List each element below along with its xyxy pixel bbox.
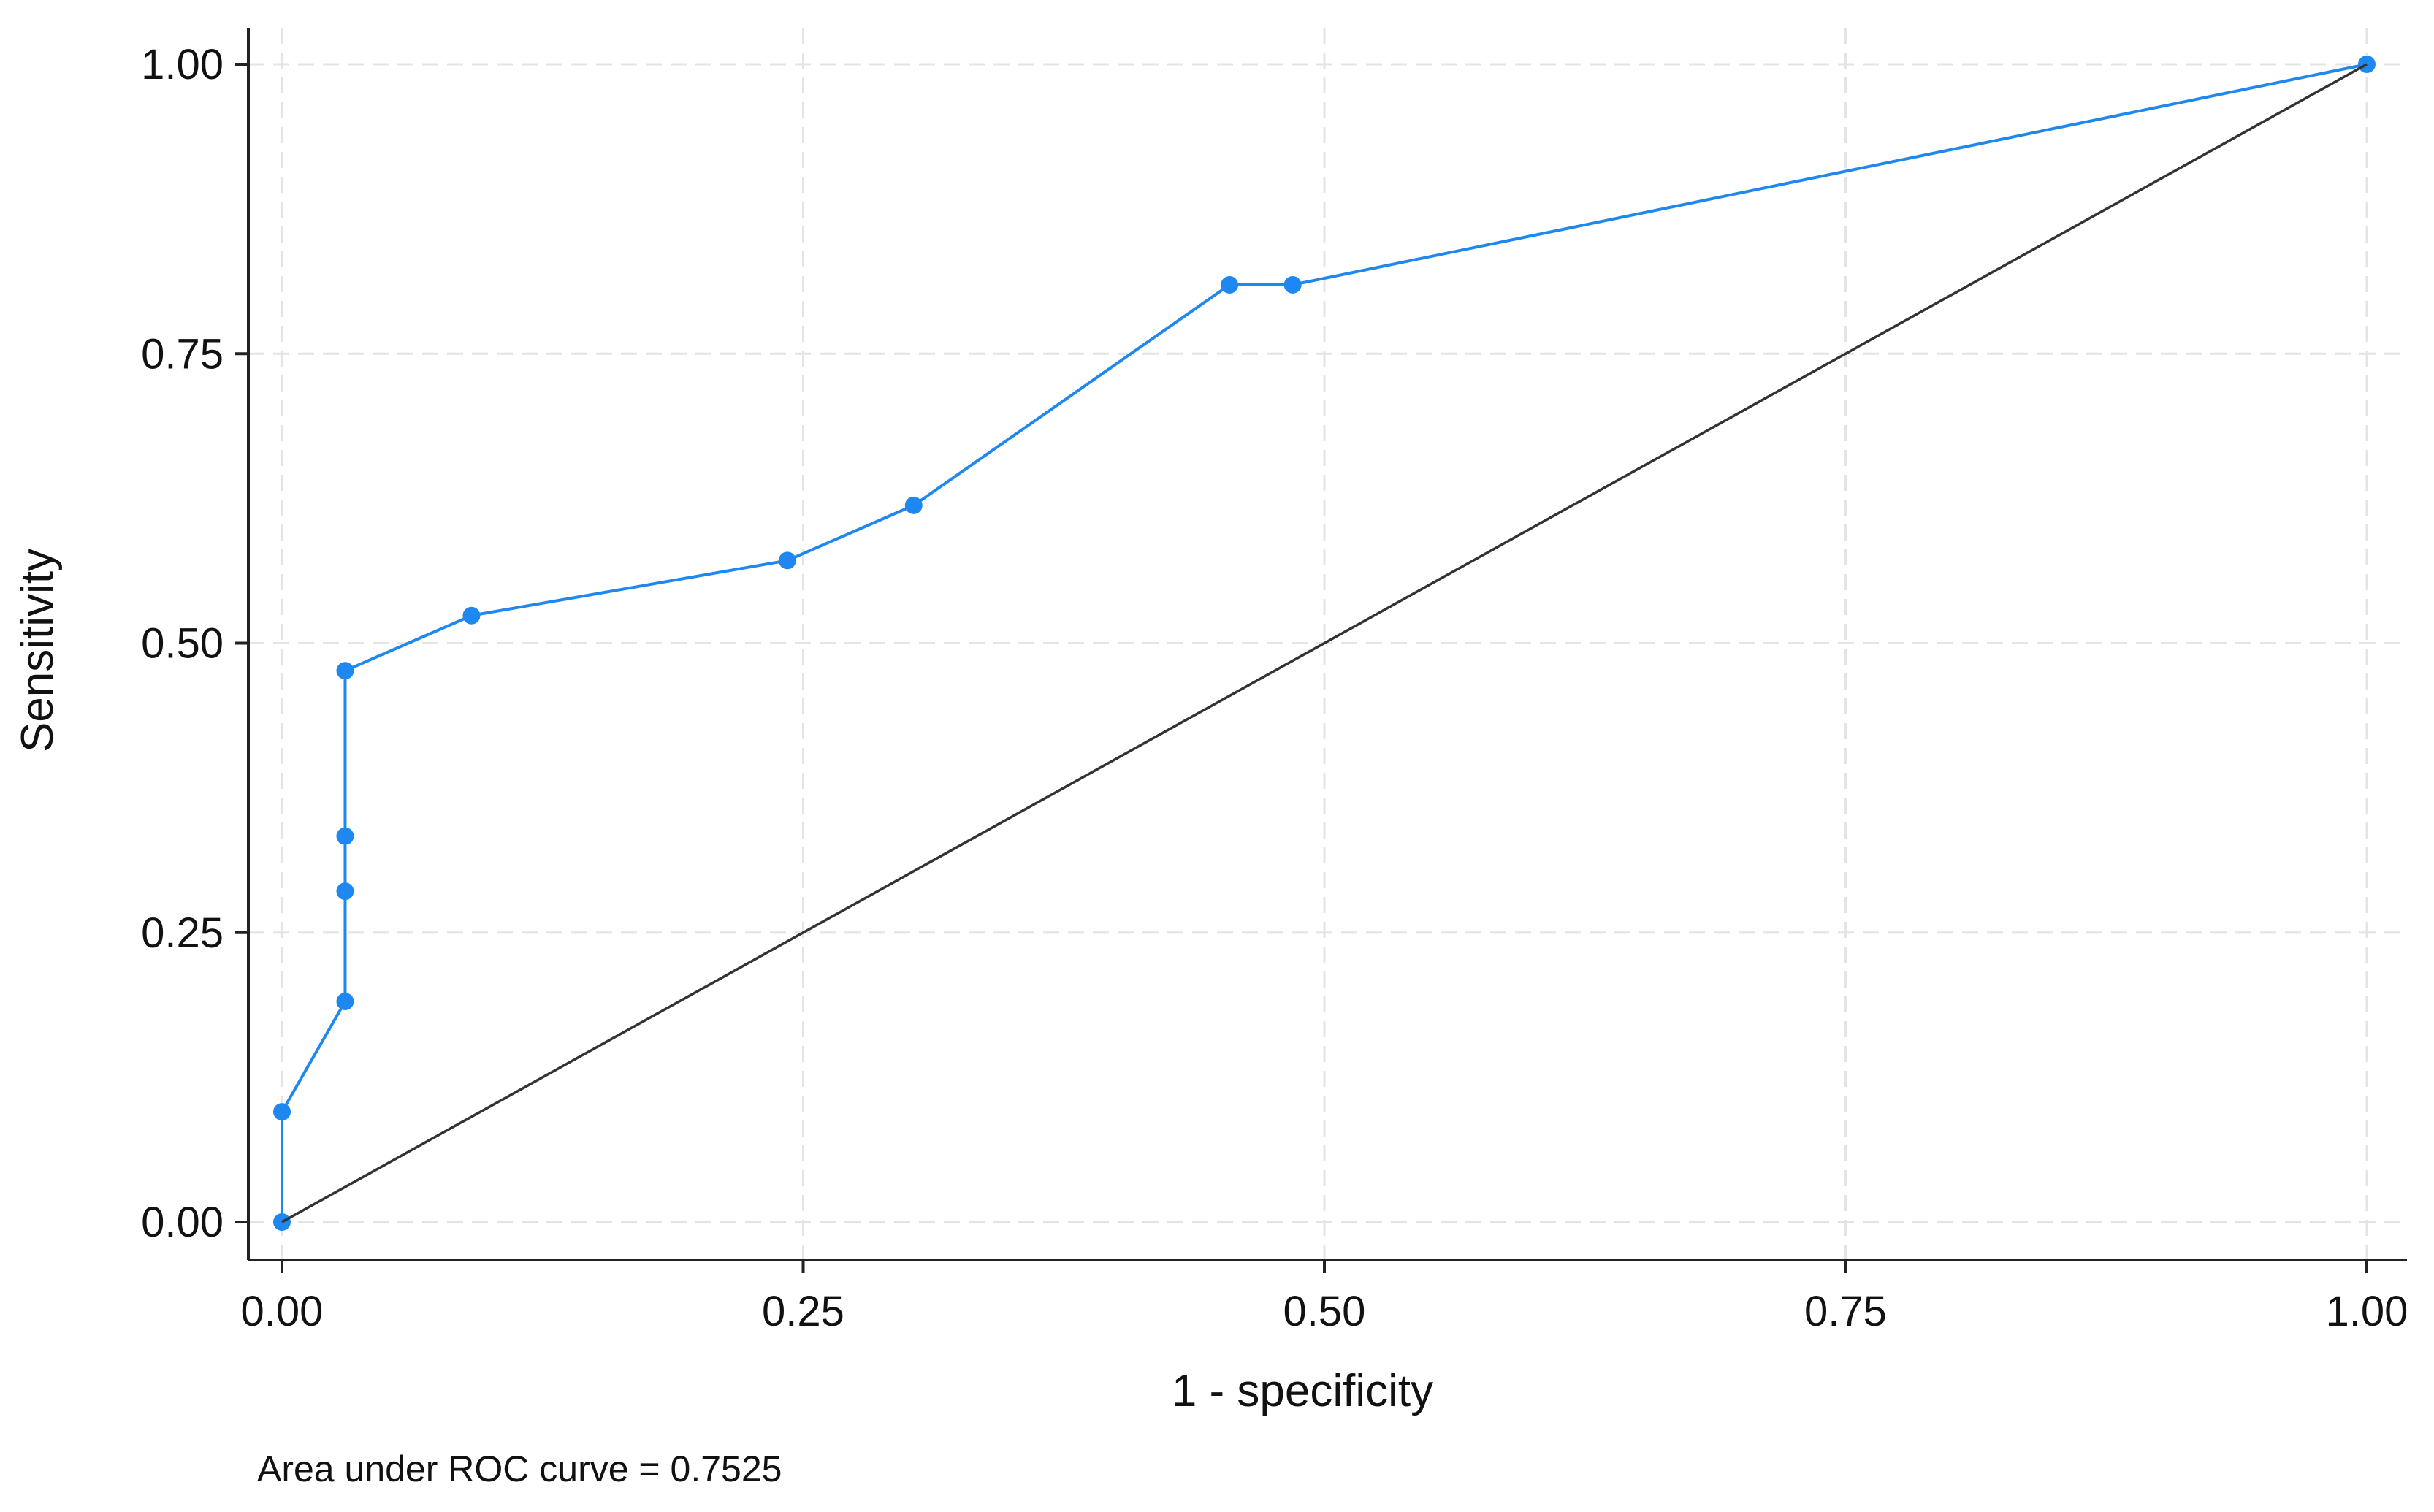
roc-point (1221, 275, 1239, 294)
roc-point (336, 827, 354, 845)
roc-point (336, 882, 354, 901)
y-tick-label: 0.00 (141, 1199, 224, 1246)
series (273, 56, 2376, 1231)
auc-note: Area under ROC curve = 0.7525 (257, 1448, 782, 1489)
x-axis-title: 1 - specificity (1172, 1366, 1433, 1416)
roc-point (336, 662, 354, 680)
roc-curve-line (281, 63, 2368, 1222)
y-tick-label: 0.75 (141, 330, 224, 378)
tick-labels: 0.00 0.25 0.50 0.75 1.00 0.00 0.25 0.50 0.75 1.00 (141, 41, 2408, 1335)
grid-lines (248, 28, 2407, 1260)
x-tick-label: 0.00 (241, 1288, 324, 1335)
reference-diagonal-line (281, 63, 2368, 1223)
roc-point (462, 606, 481, 625)
roc-point (336, 993, 354, 1011)
roc-point (904, 496, 923, 514)
x-tick-label: 0.50 (1283, 1288, 1366, 1335)
y-tick-label: 0.50 (141, 620, 224, 668)
roc-point (273, 1103, 291, 1121)
roc-point (1283, 275, 1302, 294)
y-axis-title: Sensitivity (12, 549, 63, 752)
y-tick-label: 0.25 (141, 909, 224, 957)
x-tick-label: 0.75 (1804, 1288, 1887, 1335)
x-tick-label: 0.25 (762, 1288, 844, 1335)
roc-point (778, 551, 796, 570)
x-tick-label: 1.00 (2326, 1288, 2408, 1335)
tick-marks (235, 63, 2368, 1273)
y-tick-label: 1.00 (141, 41, 224, 88)
